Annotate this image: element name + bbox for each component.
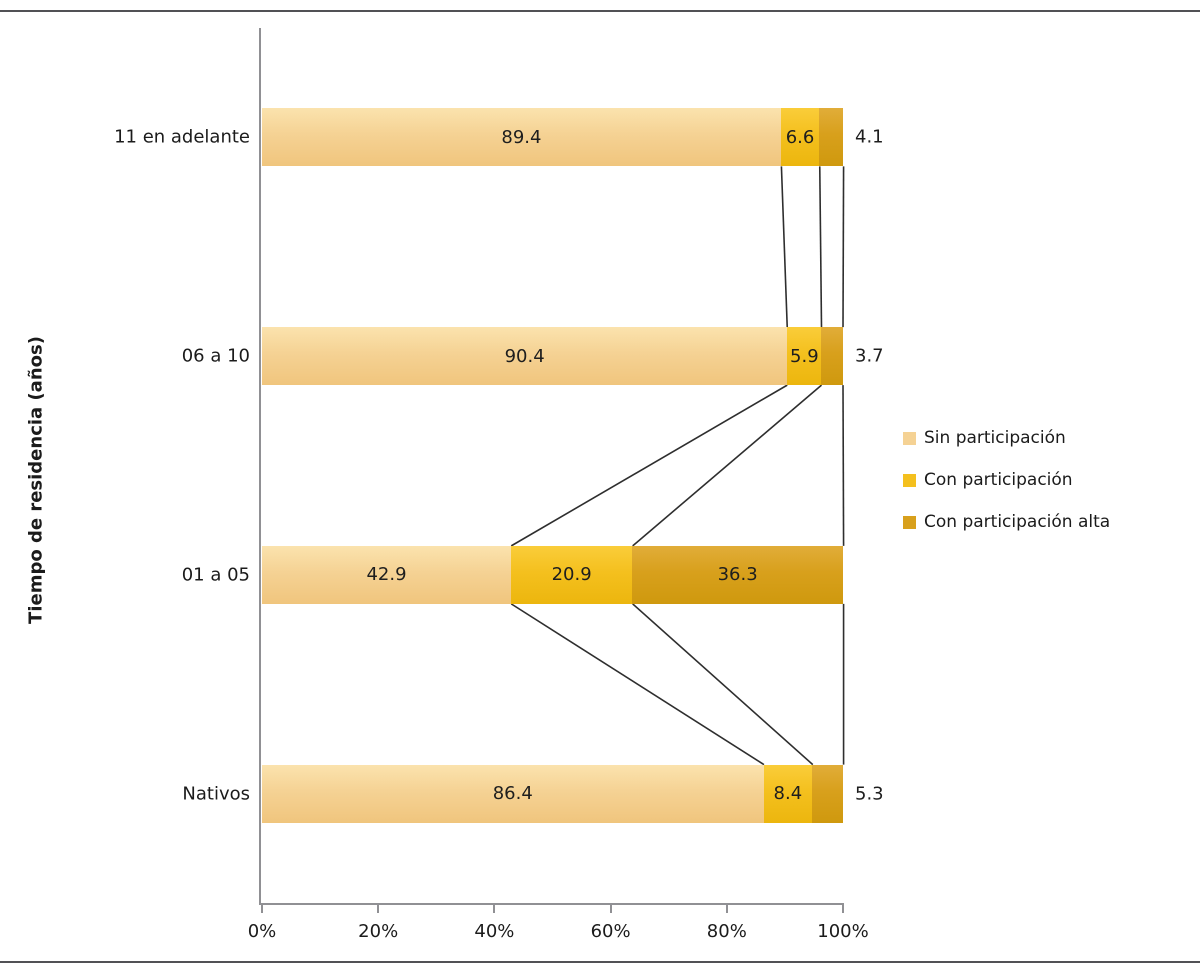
category-label: 01 a 05 (181, 564, 250, 586)
segment-value-label: 36.3 (717, 564, 758, 586)
segment-value-label: 90.4 (504, 345, 545, 367)
x-axis-tick-label: 20% (358, 921, 399, 942)
segment-value-label: 8.4 (773, 783, 803, 805)
connector-line (818, 166, 823, 328)
x-axis-tick-label: 100% (817, 921, 869, 942)
legend-item: Sin participación (903, 428, 1110, 448)
segment-value-label: 6.6 (785, 126, 815, 148)
x-axis-tick-label: 40% (474, 921, 515, 942)
x-axis-tick (377, 905, 380, 913)
segment-value-label: 89.4 (501, 126, 542, 148)
connector-line (510, 384, 788, 547)
segment-value-label: 5.9 (790, 345, 819, 367)
bar-segment: 20.9 (511, 545, 633, 604)
bar-segment (819, 108, 844, 167)
connector-line (842, 385, 845, 546)
legend-swatch-icon (903, 431, 916, 445)
category-label: 11 en adelante (114, 126, 250, 148)
x-axis-tick (261, 905, 263, 913)
legend: Sin participación Con participación Con pa… (903, 428, 1111, 556)
connector-line (510, 603, 765, 766)
legend-item: Con participación (903, 470, 1110, 490)
bar-segment: 5.9 (787, 327, 822, 386)
connector-line (632, 384, 823, 547)
segment-value-label-outside: 3.7 (855, 345, 884, 367)
x-axis-line (259, 903, 844, 905)
bar-segment: 90.4 (262, 327, 788, 386)
legend-label: Sin participación (924, 428, 1066, 448)
figure-top-border (0, 10, 1200, 12)
category-label: 06 a 10 (181, 345, 250, 367)
x-axis-tick-label: 80% (706, 921, 747, 942)
bar-row: 42.9 20.9 36.3 (262, 545, 843, 604)
y-axis-title: Tiempo de residencia (años) (25, 336, 47, 624)
connector-line (632, 603, 814, 766)
connector-line (780, 166, 789, 328)
category-label: Nativos (182, 783, 250, 805)
legend-swatch-icon (903, 515, 916, 529)
y-axis-line (259, 28, 261, 903)
legend-item: Con participación alta (903, 512, 1111, 532)
segment-value-label-outside: 4.1 (855, 126, 884, 148)
x-axis-tick (609, 905, 612, 913)
bar-row: 90.4 5.9 (262, 327, 843, 386)
bar-segment (821, 327, 843, 386)
legend-swatch-icon (903, 473, 916, 487)
x-axis-tick (725, 905, 728, 913)
x-axis-tick (493, 905, 496, 913)
bar-segment (812, 764, 843, 823)
bar-row: 89.4 6.6 (262, 108, 844, 167)
connector-line (842, 166, 845, 328)
bar-segment: 6.6 (780, 108, 820, 167)
bar-segment: 86.4 (262, 764, 764, 823)
bar-segment: 42.9 (262, 545, 511, 604)
legend-label: Con participación (924, 470, 1073, 490)
bar-segment: 89.4 (262, 108, 781, 167)
legend-label: Con participación alta (924, 512, 1111, 532)
bar-segment: 36.3 (632, 545, 843, 604)
x-axis-tick-label: 60% (590, 921, 631, 942)
figure-bottom-border (0, 961, 1200, 963)
segment-value-label: 86.4 (492, 783, 533, 805)
segment-value-label-outside: 5.3 (855, 783, 884, 805)
x-axis-tick-label: 0% (247, 921, 277, 942)
x-axis-tick (842, 905, 844, 913)
segment-value-label: 20.9 (551, 564, 592, 586)
bar-row: 86.4 8.4 (262, 764, 843, 823)
segment-value-label: 42.9 (366, 564, 407, 586)
bar-segment: 8.4 (763, 764, 813, 823)
